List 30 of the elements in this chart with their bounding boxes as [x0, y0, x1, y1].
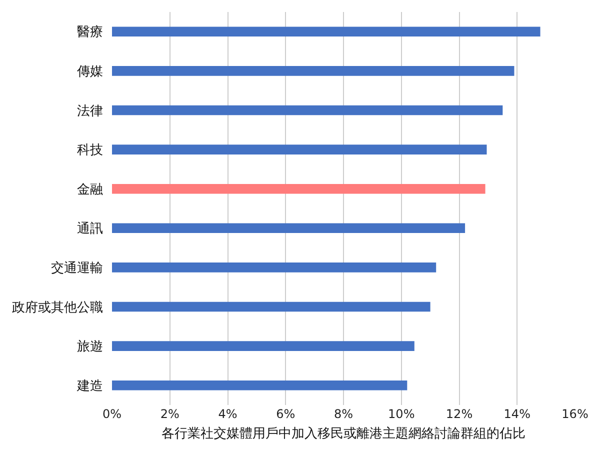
y-tick-label: 金融	[77, 182, 103, 198]
y-tick-label: 旅遊	[77, 340, 103, 355]
x-tick-label: 12%	[446, 407, 473, 421]
y-tick-label: 交通運輸	[51, 260, 103, 276]
x-tick-label: 2%	[160, 407, 180, 421]
x-tick-label: 10%	[388, 407, 415, 421]
x-tick-label: 14%	[504, 407, 530, 421]
y-tick-label: 通訊	[77, 222, 103, 237]
y-tick-label: 醫療	[77, 25, 103, 40]
bar	[112, 302, 430, 312]
x-tick-label: 8%	[334, 407, 354, 421]
bar	[112, 262, 436, 272]
y-tick-label: 政府或其他公職	[12, 299, 103, 316]
bar	[112, 66, 514, 76]
bar	[112, 380, 408, 390]
bar	[112, 341, 414, 351]
x-tick-label: 0%	[102, 407, 122, 421]
x-axis-title: 各行業社交媒體用戶中加入移民或離港主題網絡討論群組的佔比	[162, 426, 526, 442]
bar	[112, 26, 540, 37]
y-tick-label: 科技	[77, 143, 103, 158]
bar	[112, 223, 466, 234]
x-tick-label: 6%	[276, 407, 296, 421]
y-tick-label: 建造	[76, 378, 103, 394]
bar	[112, 105, 503, 116]
bar	[112, 184, 486, 194]
y-tick-label: 傳媒	[76, 64, 103, 80]
x-tick-label: 4%	[218, 407, 238, 421]
y-tick-label: 法律	[77, 104, 103, 119]
x-tick-label: 16%	[562, 407, 588, 421]
bar	[112, 144, 487, 154]
